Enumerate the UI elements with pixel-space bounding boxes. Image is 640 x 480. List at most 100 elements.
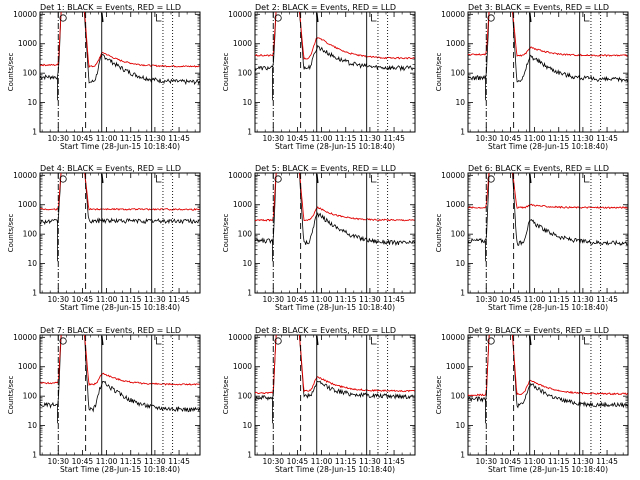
tick-marker-icon — [528, 173, 532, 184]
corner-marker-icon — [156, 337, 162, 345]
x-tick-label: 10:45 — [72, 457, 94, 466]
x-tick-label: 10:30 — [262, 295, 284, 304]
y-tick-label: 10000 — [228, 333, 252, 342]
plot-frame — [467, 172, 629, 294]
chart-panel-7: 1 10 100 1000 10000 10:30 10:45 11:00 11:15 11:30… — [7, 326, 201, 474]
x-tick-label: 10:45 — [500, 134, 522, 143]
y-tick-label: 1 — [247, 289, 252, 298]
y-tick-label: 10000 — [441, 333, 465, 342]
x-tick-label: 11:15 — [548, 295, 570, 304]
y-tick-label: 1000 — [18, 39, 37, 48]
y-tick-label: 1 — [32, 451, 37, 460]
events-series-line — [468, 335, 628, 409]
y-axis-label: Counts/sec — [222, 214, 230, 253]
x-tick-label: 11:30 — [144, 134, 166, 143]
x-tick-label: 10:30 — [475, 295, 497, 304]
x-tick-label: 10:30 — [475, 457, 497, 466]
x-tick-label: 11:00 — [96, 457, 118, 466]
x-axis-label: Start Time (28-Jun-15 10:18:40) — [275, 303, 395, 312]
x-tick-label: 11:30 — [359, 134, 381, 143]
x-tick-label: 10:30 — [47, 457, 69, 466]
y-axis-label: Counts/sec — [435, 53, 443, 92]
y-tick-label: 10000 — [441, 10, 465, 19]
lld-series-line — [255, 335, 415, 395]
events-series-line — [40, 335, 200, 413]
y-tick-label: 1 — [32, 128, 37, 137]
events-series-line — [40, 12, 200, 86]
x-tick-label: 11:45 — [168, 295, 190, 304]
x-tick-label: 11:45 — [383, 295, 405, 304]
plot-area — [468, 173, 628, 262]
x-tick-label: 11:15 — [335, 134, 357, 143]
circle-marker-icon — [59, 337, 67, 345]
tick-marker-icon — [315, 12, 319, 23]
x-tick-label: 11:15 — [120, 295, 142, 304]
corner-marker-icon — [584, 175, 590, 183]
chart-title: Det 3: BLACK = Events, RED = LLD — [468, 3, 609, 12]
plot-frame — [467, 11, 629, 133]
corner-marker-icon — [156, 175, 162, 183]
circle-marker-icon — [274, 14, 282, 22]
x-tick-label: 10:45 — [287, 457, 309, 466]
events-series-line — [255, 173, 415, 247]
x-tick-label: 11:15 — [120, 457, 142, 466]
y-tick-label: 1000 — [233, 39, 252, 48]
chart-title: Det 1: BLACK = Events, RED = LLD — [40, 3, 181, 12]
plot-frame — [39, 172, 201, 294]
x-tick-label: 10:45 — [72, 295, 94, 304]
chart-panel-9: 1 10 100 1000 10000 10:30 10:45 11:00 11:15 11:30… — [435, 326, 629, 474]
x-axis-label: Start Time (28-Jun-15 10:18:40) — [60, 142, 180, 151]
chart-panel-4: 1 10 100 1000 10000 10:30 10:45 11:00 11:15 11:30… — [7, 164, 201, 312]
x-tick-label: 10:45 — [72, 134, 94, 143]
chart-title: Det 5: BLACK = Events, RED = LLD — [255, 164, 396, 173]
lld-series-line — [40, 173, 200, 211]
tick-marker-icon — [100, 335, 104, 346]
chart-panel-2: 1 10 100 1000 10000 10:30 10:45 11:00 11:15 11:30… — [222, 3, 416, 151]
y-tick-label: 100 — [238, 230, 253, 239]
y-tick-label: 10000 — [441, 171, 465, 180]
y-tick-label: 10 — [455, 421, 465, 430]
x-tick-label: 11:30 — [359, 457, 381, 466]
x-tick-label: 11:15 — [335, 295, 357, 304]
x-tick-label: 11:00 — [96, 134, 118, 143]
x-axis-label: Start Time (28-Jun-15 10:18:40) — [275, 465, 395, 474]
circle-marker-icon — [59, 14, 67, 22]
tick-marker-icon — [315, 173, 319, 184]
y-tick-label: 100 — [238, 392, 253, 401]
x-tick-label: 10:30 — [47, 134, 69, 143]
x-axis-label: Start Time (28-Jun-15 10:18:40) — [60, 303, 180, 312]
plot-area — [255, 173, 415, 262]
circle-marker-icon — [487, 175, 495, 183]
x-tick-label: 10:30 — [475, 134, 497, 143]
plot-frame — [254, 172, 416, 294]
x-tick-label: 11:00 — [524, 134, 546, 143]
y-tick-label: 1000 — [446, 200, 465, 209]
chart-title: Det 8: BLACK = Events, RED = LLD — [255, 326, 396, 335]
x-tick-label: 11:00 — [311, 295, 333, 304]
chart-title: Det 4: BLACK = Events, RED = LLD — [40, 164, 181, 173]
x-tick-label: 11:45 — [596, 134, 618, 143]
y-tick-label: 10 — [27, 259, 37, 268]
circle-marker-icon — [274, 337, 282, 345]
plot-frame — [254, 11, 416, 133]
events-series-line — [468, 173, 628, 247]
plot-area — [468, 12, 628, 101]
plot-area — [40, 12, 200, 101]
plot-area — [40, 335, 200, 424]
y-tick-label: 10 — [242, 421, 252, 430]
x-tick-label: 10:45 — [287, 134, 309, 143]
x-tick-label: 11:45 — [168, 134, 190, 143]
events-series-line — [255, 12, 415, 72]
x-tick-label: 11:00 — [311, 134, 333, 143]
lld-series-line — [40, 12, 200, 69]
y-axis-label: Counts/sec — [435, 376, 443, 415]
chart-panel-8: 1 10 100 1000 10000 10:30 10:45 11:00 11:15 11:30… — [222, 326, 416, 474]
y-tick-label: 10 — [455, 259, 465, 268]
plot-area — [255, 12, 415, 101]
x-tick-label: 11:45 — [383, 134, 405, 143]
circle-marker-icon — [59, 175, 67, 183]
y-axis-label: Counts/sec — [7, 53, 15, 92]
lld-series-line — [468, 173, 628, 209]
y-tick-label: 100 — [451, 69, 466, 78]
